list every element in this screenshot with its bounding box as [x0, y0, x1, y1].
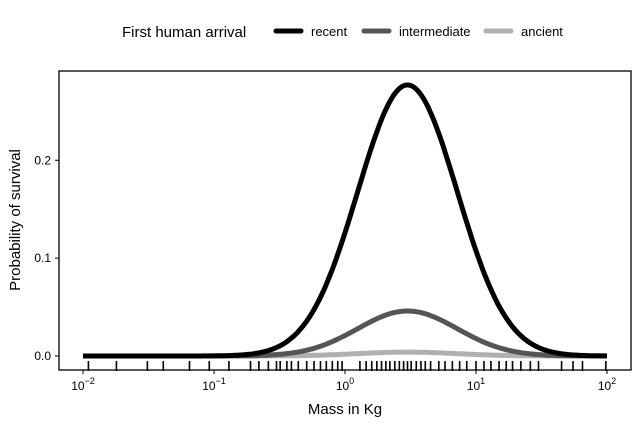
x-axis-title: Mass in Kg — [308, 401, 382, 418]
y-tick-label: 0.1 — [34, 251, 51, 265]
y-axis: 0.0 0.1 0.2 — [34, 153, 59, 363]
legend-label-recent: recent — [311, 24, 348, 39]
y-tick-label: 0.2 — [34, 153, 51, 167]
series-lines — [82, 82, 608, 359]
x-tick-label: 101 — [467, 376, 485, 393]
x-tick-label: 100 — [336, 376, 354, 393]
x-tick-label: 10−1 — [202, 376, 226, 393]
legend-label-intermediate: intermediate — [399, 24, 471, 39]
legend: First human arrival recent intermediate an… — [122, 24, 563, 41]
series-line-intermediate — [82, 308, 608, 359]
series-line-recent — [82, 82, 608, 359]
rug — [87, 361, 607, 371]
y-axis-title: Probability of survival — [7, 149, 24, 291]
x-axis: 10−2 10−1 100 101 102 — [71, 370, 616, 393]
legend-title: First human arrival — [122, 24, 246, 41]
legend-label-ancient: ancient — [521, 24, 563, 39]
x-tick-label: 102 — [598, 376, 616, 393]
plot-panel — [58, 70, 632, 371]
y-tick-label: 0.0 — [34, 349, 51, 363]
x-tick-label: 10−2 — [71, 376, 95, 393]
